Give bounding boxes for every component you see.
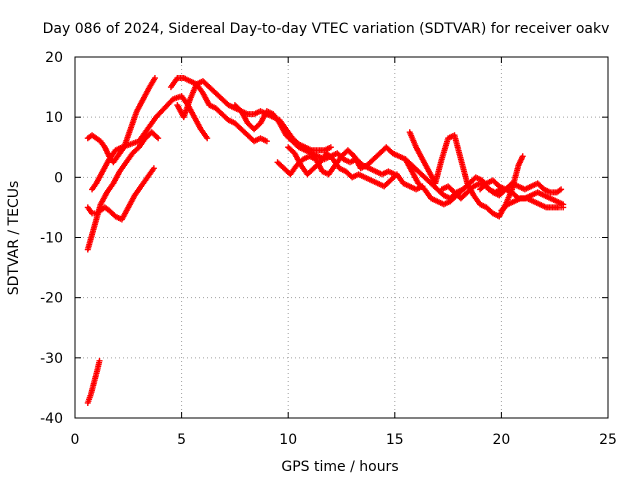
data-point [560,204,567,211]
data-point [155,135,162,142]
x-tick-label: 20 [492,432,510,448]
grid-lines [75,57,608,418]
x-tick-label: 15 [386,432,404,448]
x-tick-label: 10 [279,432,297,448]
y-tick-label: 20 [45,50,63,66]
x-tick-label: 5 [177,432,186,448]
data-point [327,144,334,151]
x-axis-label: GPS time / hours [281,459,398,475]
series-arc-13 [438,180,567,208]
series-arc-6 [167,75,270,145]
y-tick-label: 10 [45,110,63,126]
data-point [204,135,211,142]
axis-ticks: 0 5 10 15 20 25 -40 -30 -20 -10 0 10 20 [40,50,617,448]
series-arc-14 [477,177,565,196]
y-axis-label: SDTVAR / TECUs [6,181,22,296]
data-point [96,357,103,364]
data-point [263,138,270,145]
series-arc-4 [84,75,158,166]
data-point [153,134,160,141]
data-point [558,186,565,193]
chart-title: Day 086 of 2024, Sidereal Day-to-day VTE… [43,21,610,37]
series-arc-15 [498,195,567,214]
series-arc-10 [285,144,426,193]
series-arc-8 [231,102,398,178]
data-point [519,153,526,160]
series-arc-1 [84,357,103,406]
y-tick-label: -30 [40,351,63,367]
y-tick-label: 0 [54,170,63,186]
plot-frame [74,56,609,419]
x-tick-label: 0 [71,432,80,448]
data-point [150,165,157,172]
x-tick-label: 25 [599,432,617,448]
data-marks [84,75,567,406]
data-point [151,75,158,82]
y-tick-label: -10 [40,231,63,247]
series-arc-3 [84,129,162,253]
y-tick-label: -40 [40,411,63,427]
y-tick-label: -20 [40,291,63,307]
